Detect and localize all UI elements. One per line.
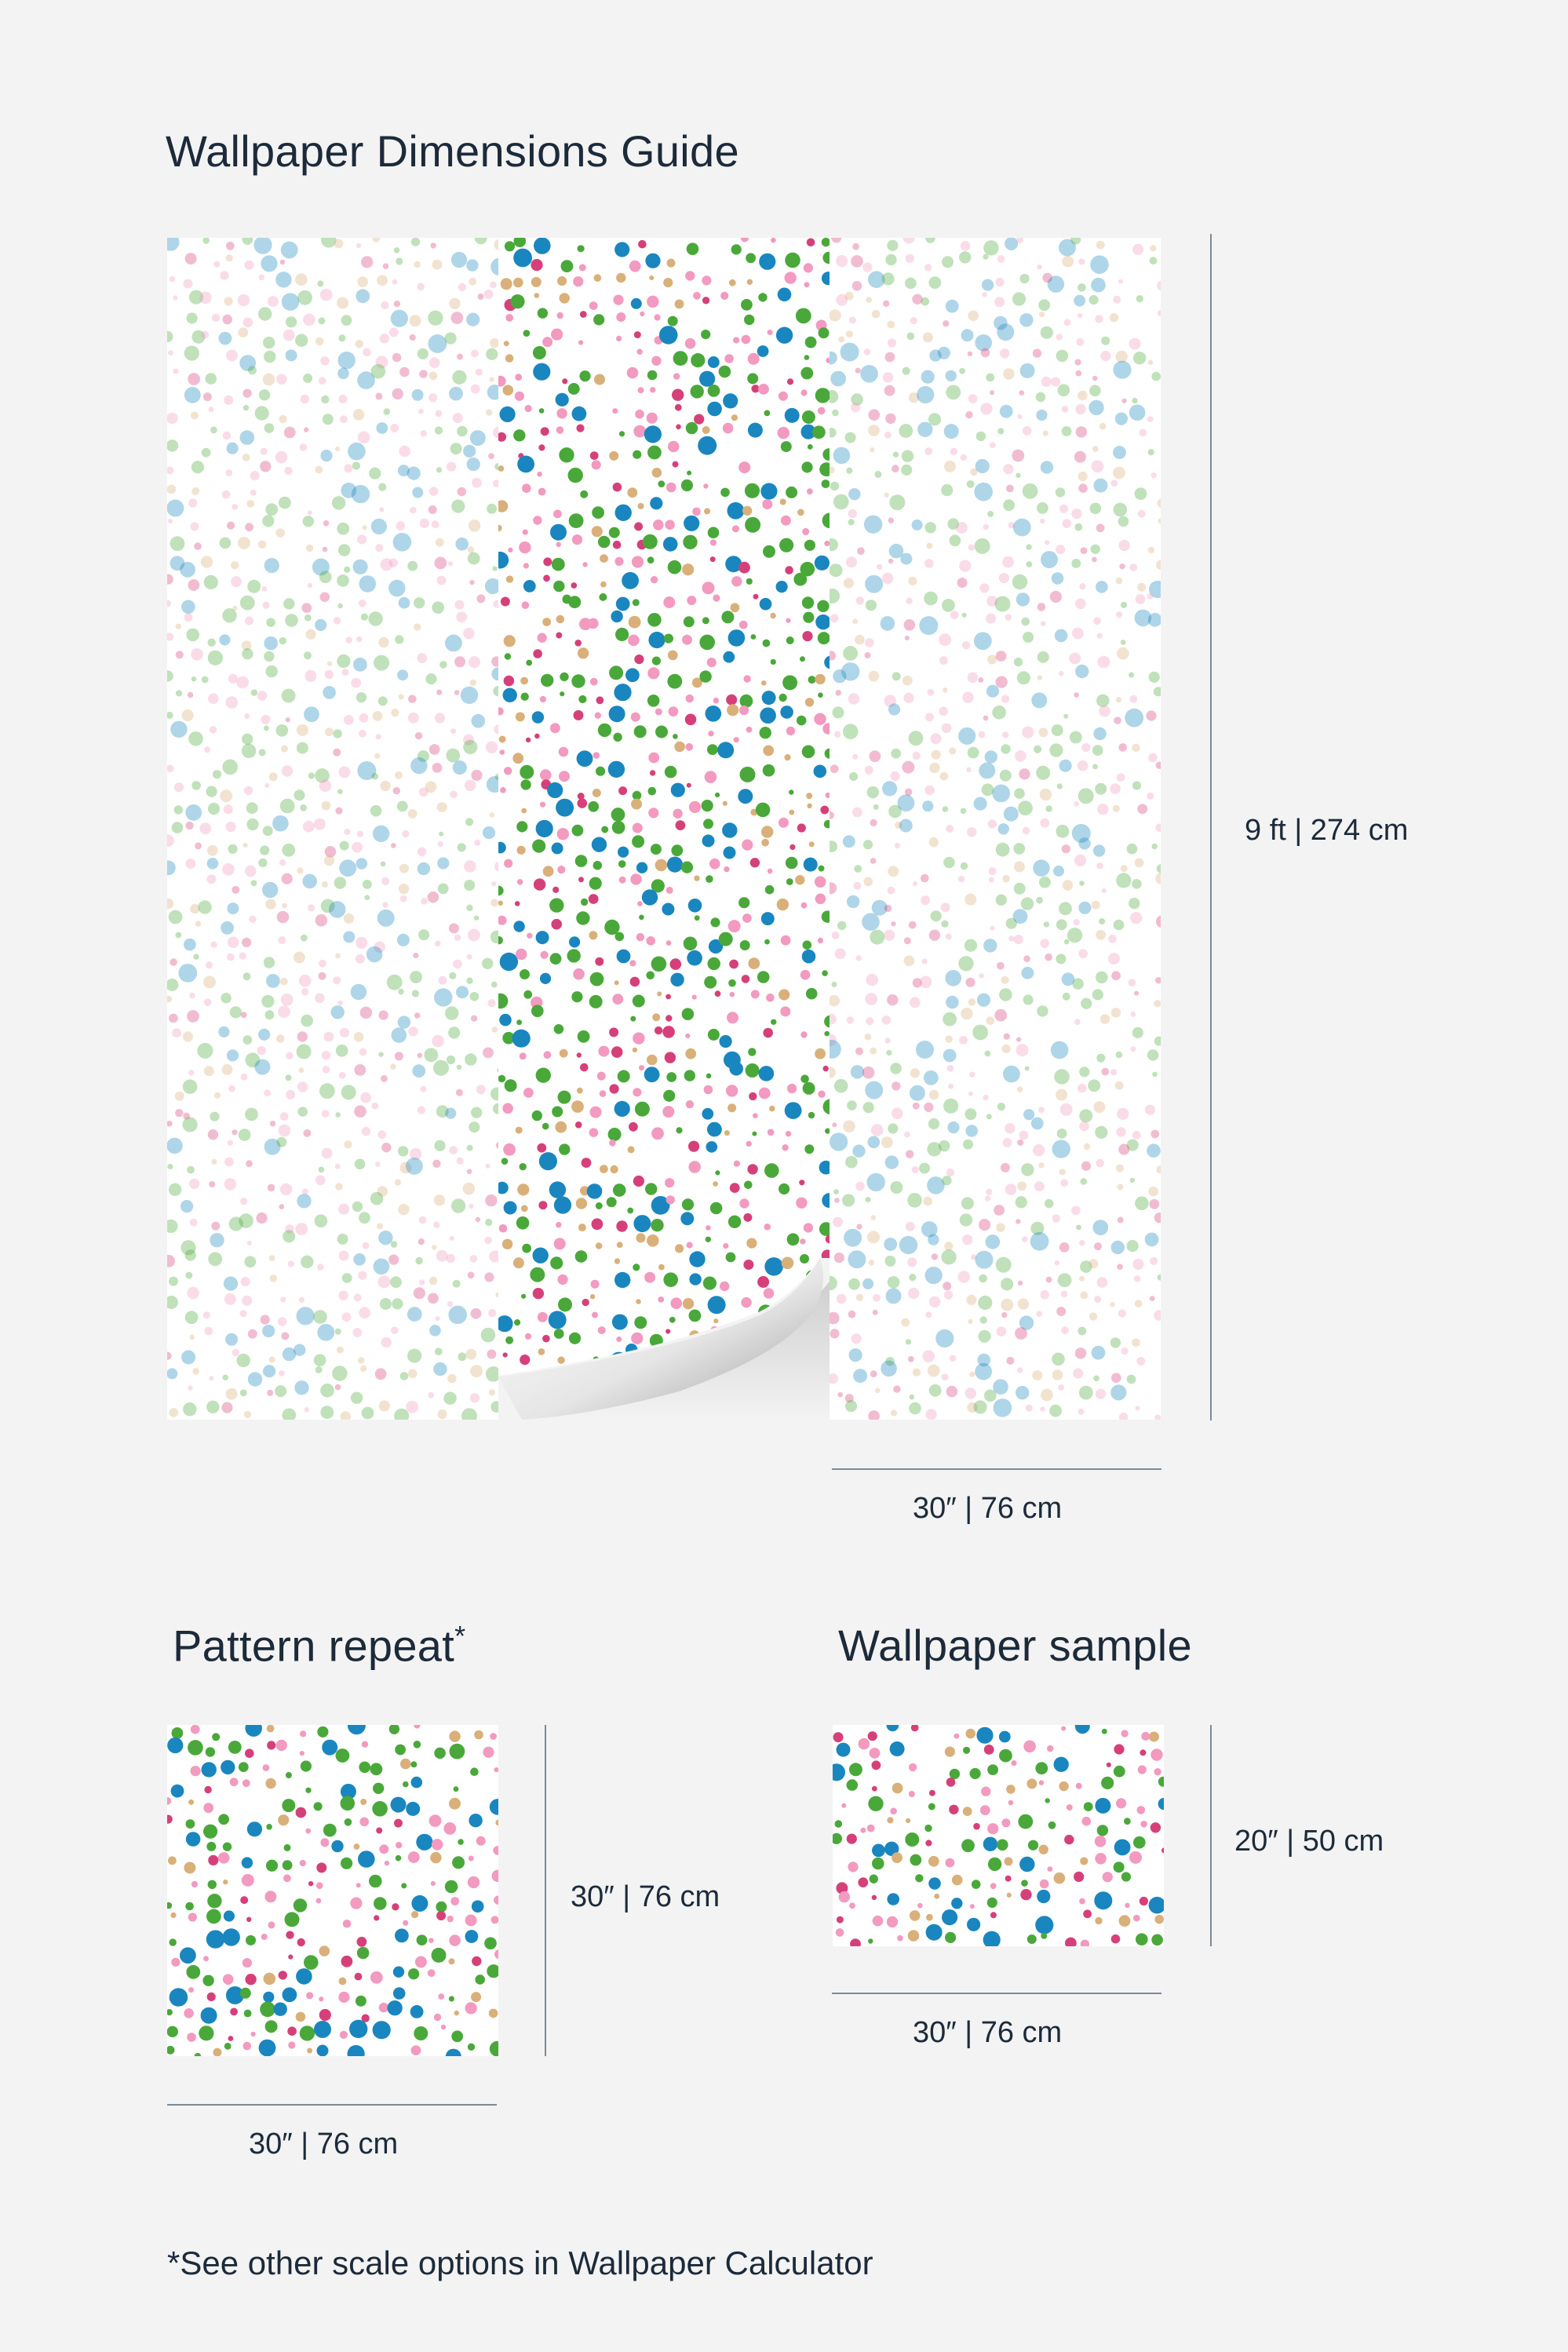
main-width-label: 30″ | 76 cm: [913, 1492, 1063, 1525]
pattern-repeat-swatch: [167, 1725, 498, 2056]
pattern-repeat-height-line: [545, 1725, 546, 2056]
sample-height-label: 20″ | 50 cm: [1234, 1825, 1384, 1858]
main-height-label: 9 ft | 274 cm: [1245, 814, 1409, 847]
height-dimension-line: [1210, 234, 1212, 1420]
sample-height-line: [1210, 1725, 1212, 1946]
pattern-repeat-width-line: [167, 2104, 497, 2106]
pattern-repeat-height-label: 30″ | 76 cm: [571, 1880, 720, 1913]
pattern-repeat-width-label: 30″ | 76 cm: [249, 2128, 399, 2161]
pattern-repeat-heading: Pattern repeat*: [173, 1620, 465, 1672]
pattern-repeat-svg: [167, 1725, 498, 2056]
wallpaper-panel-right: [830, 238, 1161, 1420]
width-dimension-line: [832, 1468, 1161, 1470]
sample-svg: [833, 1725, 1164, 1946]
wallpaper-panel-left: [167, 238, 498, 1420]
sample-heading: Wallpaper sample: [838, 1621, 1192, 1670]
page-title: Wallpaper Dimensions Guide: [166, 126, 739, 176]
pattern-right-svg: [830, 238, 1161, 1420]
footnote: *See other scale options in Wallpaper Ca…: [167, 2244, 873, 2281]
sample-width-label: 30″ | 76 cm: [913, 2016, 1063, 2049]
sample-width-line: [832, 1993, 1161, 1994]
page-curl: [498, 1258, 830, 1420]
pattern-left-svg: [167, 238, 498, 1420]
sample-swatch: [833, 1725, 1164, 1946]
pattern-repeat-heading-text: Pattern repeat: [173, 1621, 455, 1671]
pattern-repeat-asterisk: *: [454, 1620, 466, 1652]
wallpaper-panel-center: [498, 238, 830, 1420]
